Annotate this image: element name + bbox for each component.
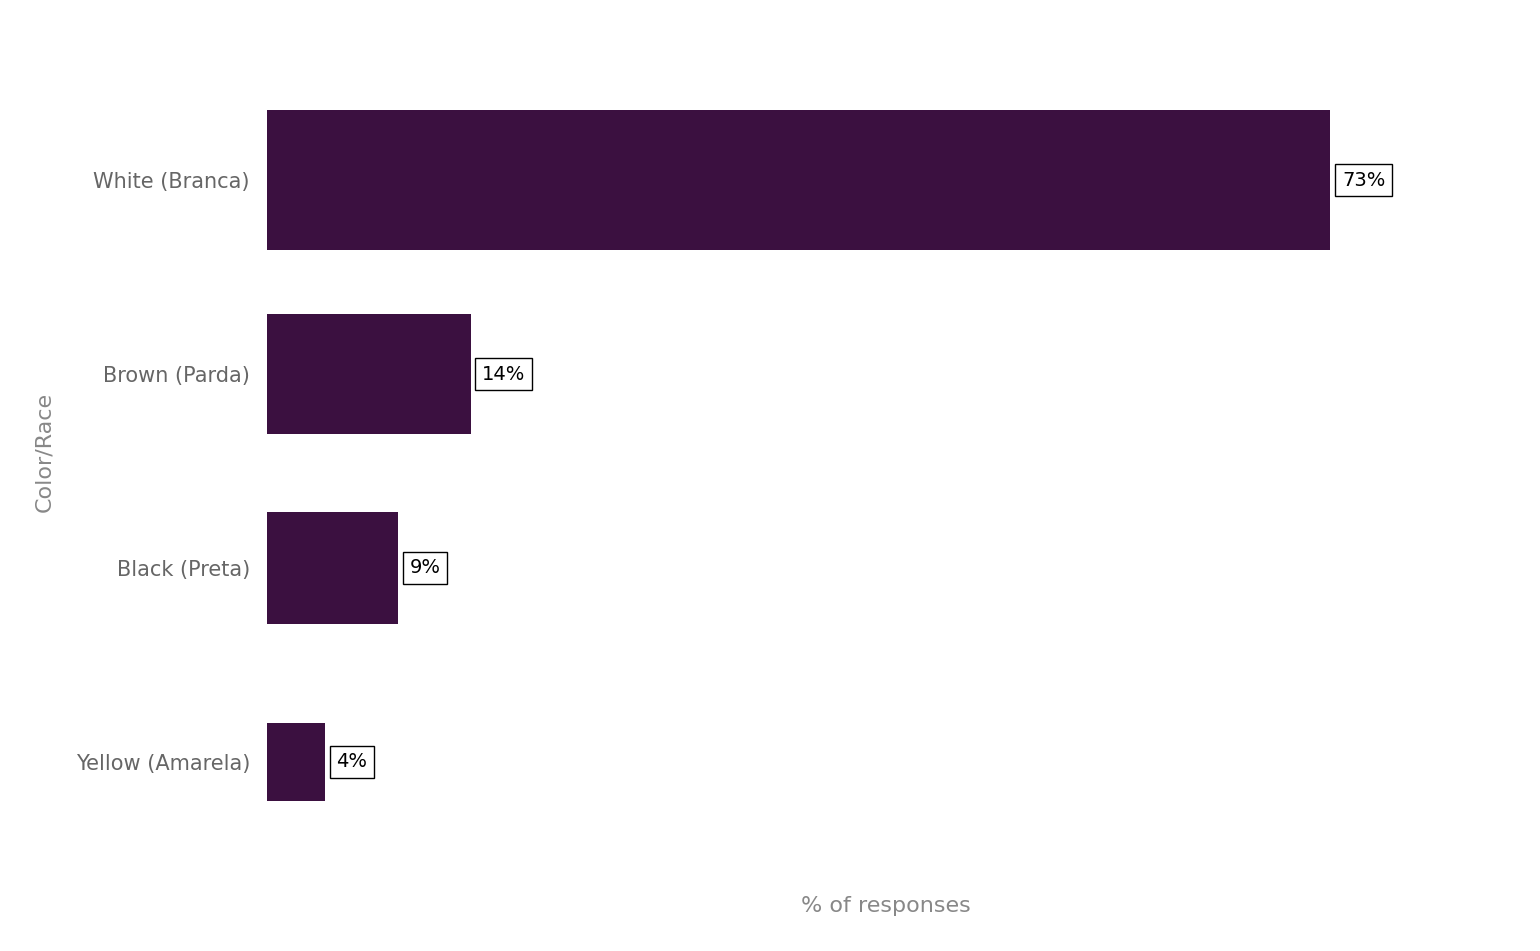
Text: 9%: 9% [410,558,440,577]
X-axis label: % of responses: % of responses [801,896,970,916]
Bar [266,110,1331,250]
Bar [266,314,471,435]
Text: 4%: 4% [337,752,368,771]
Text: 73%: 73% [1341,170,1386,189]
Bar [266,512,397,624]
Bar [266,723,325,801]
Text: 14%: 14% [482,364,525,383]
Y-axis label: Color/Race: Color/Race [35,392,55,512]
